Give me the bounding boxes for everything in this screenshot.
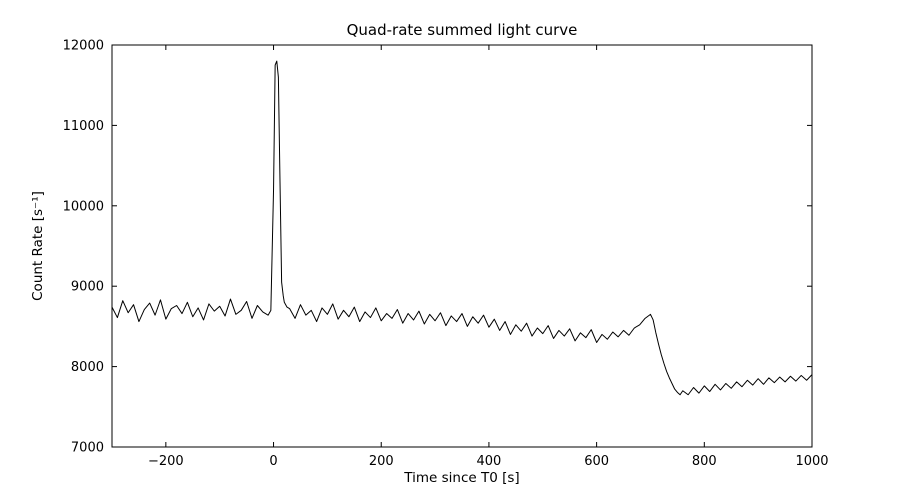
axes-frame: [111, 44, 813, 448]
x-tick-label: 1000: [795, 454, 828, 469]
x-tick-label: 600: [584, 454, 609, 469]
x-tick-label: −200: [148, 454, 184, 469]
y-tick-label: 8000: [71, 360, 104, 375]
y-tick-label: 9000: [71, 280, 104, 295]
y-tick-label: 11000: [63, 119, 104, 134]
y-tick-label: 7000: [71, 441, 104, 456]
x-tick-label: 200: [369, 454, 394, 469]
light-curve-line: [111, 60, 813, 396]
x-tick-label: 800: [692, 454, 717, 469]
x-tick-label: 400: [477, 454, 502, 469]
x-tick-label: 0: [269, 454, 277, 469]
x-axis-label: Time since T0 [s]: [404, 470, 520, 486]
y-tick-label: 10000: [63, 199, 104, 214]
y-tick-label: 12000: [63, 39, 104, 54]
chart-title: Quad-rate summed light curve: [346, 21, 578, 39]
